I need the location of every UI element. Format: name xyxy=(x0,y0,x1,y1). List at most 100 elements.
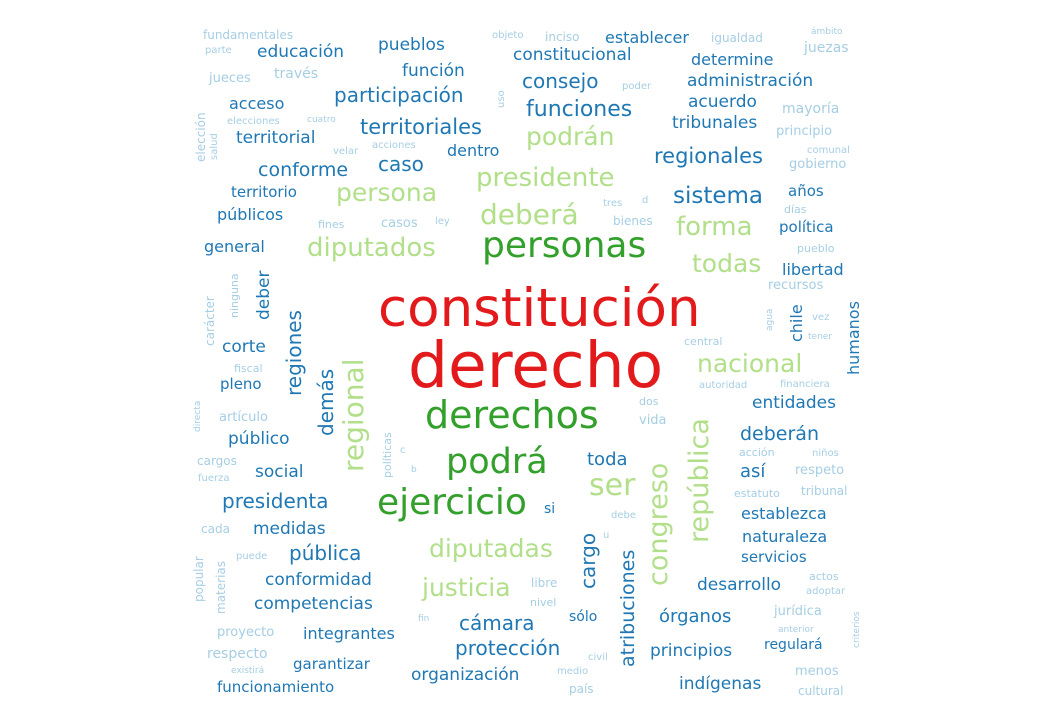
word: chile xyxy=(787,304,806,342)
word: gobierno xyxy=(789,157,847,172)
word: nivel xyxy=(530,596,557,609)
word: podrán xyxy=(526,122,615,151)
word: estatuto xyxy=(734,487,780,500)
word: casos xyxy=(381,216,418,231)
word: debe xyxy=(611,510,636,521)
word: derechos xyxy=(425,393,599,437)
word: fiscal xyxy=(234,362,263,375)
word: corte xyxy=(222,337,266,357)
word: deberán xyxy=(740,423,819,445)
word: respeto xyxy=(795,463,845,478)
word: c xyxy=(400,445,406,456)
word: libre xyxy=(531,576,558,590)
word: libertad xyxy=(782,260,844,279)
word: dentro xyxy=(447,141,500,160)
word: indígenas xyxy=(679,674,762,694)
word: servicios xyxy=(741,548,807,566)
word: objeto xyxy=(492,30,524,41)
word: regiones xyxy=(282,310,306,396)
word: medidas xyxy=(253,519,326,539)
word: establecer xyxy=(605,28,689,47)
word: bienes xyxy=(613,214,653,228)
word: administración xyxy=(687,71,814,91)
word: niños xyxy=(812,448,839,459)
word: ámbito xyxy=(811,27,843,37)
word: general xyxy=(204,237,265,256)
word: menos xyxy=(795,664,839,679)
word: agua xyxy=(765,308,775,331)
word: criterios xyxy=(852,611,862,648)
word: acceso xyxy=(229,94,285,113)
word: diputados xyxy=(307,233,436,263)
word: cargos xyxy=(197,454,237,468)
word: vida xyxy=(639,413,667,428)
word: funciones xyxy=(526,97,633,122)
word: conforme xyxy=(258,159,349,181)
word: sistema xyxy=(673,183,764,209)
word: toda xyxy=(587,449,628,470)
word: recursos xyxy=(768,278,824,293)
word: autoridad xyxy=(699,380,748,391)
word: cámara xyxy=(459,611,535,635)
word: naturaleza xyxy=(742,527,828,546)
word: personas xyxy=(482,225,647,266)
word: financiera xyxy=(780,379,830,390)
word: jueces xyxy=(209,71,251,86)
word: directa xyxy=(193,400,203,432)
word: tribunales xyxy=(672,113,758,133)
word: b xyxy=(411,465,417,475)
word: presidente xyxy=(476,163,615,193)
word: congreso xyxy=(643,462,674,586)
word: ley xyxy=(435,216,450,227)
word: salud xyxy=(209,133,220,160)
word: deber xyxy=(254,270,274,321)
word: días xyxy=(784,203,807,216)
word: determine xyxy=(691,50,774,69)
word: elecciones xyxy=(227,116,280,127)
word: principios xyxy=(650,641,733,661)
word: acción xyxy=(739,446,775,459)
word: todas xyxy=(692,249,762,278)
word: función xyxy=(402,61,465,81)
word: central xyxy=(684,335,723,348)
word: cuatro xyxy=(307,115,336,125)
word: juezas xyxy=(804,40,849,56)
word: atribuciones xyxy=(617,549,639,667)
word: acuerdo xyxy=(688,92,757,112)
word: justicia xyxy=(422,573,511,602)
word: políticas xyxy=(381,432,394,478)
word: así xyxy=(740,461,766,482)
word: u xyxy=(603,530,610,541)
word: tribunal xyxy=(801,484,848,498)
word: elección xyxy=(194,112,208,162)
word: podrá xyxy=(446,442,548,482)
word: públicos xyxy=(217,205,284,224)
word: inciso xyxy=(545,30,580,44)
word: desarrollo xyxy=(697,575,782,595)
word: tres xyxy=(603,198,623,209)
word: territorio xyxy=(231,183,297,201)
word: pública xyxy=(289,541,362,565)
word: regulará xyxy=(764,637,823,653)
word: proyecto xyxy=(217,625,275,640)
word: popular xyxy=(192,556,206,602)
word: existirá xyxy=(231,666,265,676)
word: carácter xyxy=(203,296,217,346)
word: república xyxy=(684,418,715,543)
word: funcionamiento xyxy=(217,678,335,696)
word: ninguna xyxy=(228,273,241,318)
word: d xyxy=(642,195,649,206)
word: público xyxy=(228,429,290,449)
word: igualdad xyxy=(711,31,763,45)
word: educación xyxy=(257,42,345,62)
word: velar xyxy=(333,146,359,157)
word: anterior xyxy=(778,625,814,635)
word: adoptar xyxy=(806,586,846,597)
word: uso xyxy=(496,90,507,108)
word: dos xyxy=(639,395,659,408)
word: tener xyxy=(808,332,833,342)
word: fuerza xyxy=(198,473,230,484)
word: política xyxy=(779,218,834,236)
word: ser xyxy=(589,468,636,503)
word: jurídica xyxy=(774,604,822,619)
